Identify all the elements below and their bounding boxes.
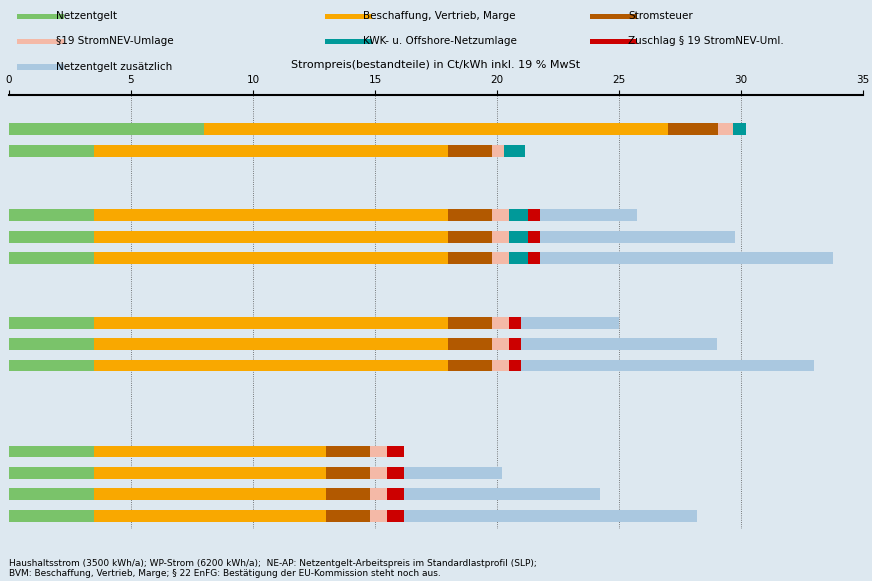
Bar [325,14,371,19]
Bar [370,510,387,522]
Bar [9,317,94,328]
Bar [9,252,94,264]
Bar [17,64,65,70]
Bar [405,510,698,522]
Bar [448,231,492,243]
Bar [387,467,405,479]
Bar [504,145,525,157]
Bar [448,360,492,371]
Bar [509,338,521,350]
Text: §19 StromNEV-Umlage: §19 StromNEV-Umlage [56,37,174,46]
Bar [528,209,540,221]
Bar [589,14,637,19]
Bar [448,145,492,157]
Bar [94,489,326,500]
Bar [9,446,94,457]
Bar [94,317,448,328]
Bar [732,124,746,135]
Bar [370,467,387,479]
Bar [448,317,492,328]
Bar [521,338,717,350]
Text: Zuschlag § 19 StromNEV-Uml.: Zuschlag § 19 StromNEV-Uml. [629,37,784,46]
Bar [589,39,637,45]
Bar [540,252,833,264]
Bar [9,489,94,500]
Bar [17,39,65,45]
Bar [94,446,326,457]
Bar [9,510,94,522]
Bar [405,489,600,500]
Bar [204,124,668,135]
Bar [492,338,509,350]
Bar [509,231,528,243]
Bar [17,14,65,19]
Text: Haushaltsstrom (3500 kWh/a); WP-Strom (6200 kWh/a);  NE-AP: Netzentgelt-Arbeitsp: Haushaltsstrom (3500 kWh/a); WP-Strom (6… [9,559,536,578]
Bar [509,317,521,328]
Bar [492,360,509,371]
Bar [718,124,732,135]
Bar [492,252,509,264]
X-axis label: Strompreis(bestandteile) in Ct/kWh inkl. 19 % MwSt: Strompreis(bestandteile) in Ct/kWh inkl.… [291,60,581,70]
Bar [521,317,619,328]
Bar [326,467,370,479]
Bar [668,124,718,135]
Bar [509,252,528,264]
Bar [326,446,370,457]
Bar [9,145,94,157]
Bar [370,446,387,457]
Bar [326,489,370,500]
Bar [9,209,94,221]
Bar [528,252,540,264]
Bar [387,446,405,457]
Bar [492,231,509,243]
Bar [405,467,502,479]
Bar [448,209,492,221]
Bar [325,39,371,45]
Bar [94,209,448,221]
Bar [9,231,94,243]
Bar [326,510,370,522]
Bar [94,231,448,243]
Bar [492,145,504,157]
Bar [387,510,405,522]
Bar [9,338,94,350]
Bar [9,360,94,371]
Text: Netzentgelt: Netzentgelt [56,12,117,21]
Bar [492,317,509,328]
Bar [94,338,448,350]
Bar [528,231,540,243]
Bar [448,252,492,264]
Bar [387,489,405,500]
Bar [509,360,521,371]
Text: Beschaffung, Vertrieb, Marge: Beschaffung, Vertrieb, Marge [364,12,516,21]
Bar [94,252,448,264]
Bar [509,209,528,221]
Text: KWK- u. Offshore-Netzumlage: KWK- u. Offshore-Netzumlage [364,37,517,46]
Text: Stromsteuer: Stromsteuer [629,12,693,21]
Bar [448,338,492,350]
Bar [540,231,735,243]
Bar [94,145,448,157]
Bar [521,360,814,371]
Text: Netzentgelt zusätzlich: Netzentgelt zusätzlich [56,62,172,71]
Bar [9,467,94,479]
Bar [94,510,326,522]
Bar [492,209,509,221]
Bar [94,467,326,479]
Bar [370,489,387,500]
Bar [540,209,637,221]
Bar [9,124,204,135]
Bar [94,360,448,371]
